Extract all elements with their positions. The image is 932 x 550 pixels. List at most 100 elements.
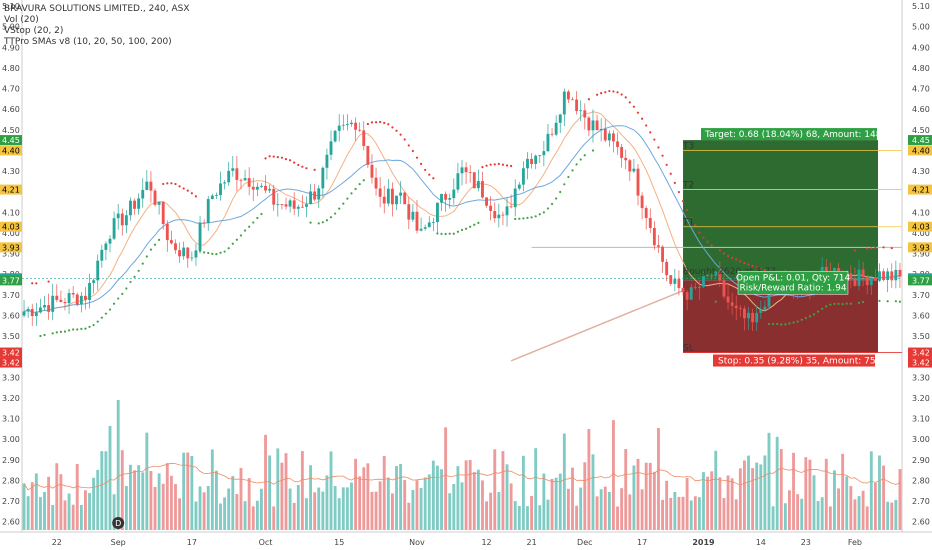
candle-body [149, 181, 153, 191]
volume-bar [284, 453, 288, 530]
candle-body [853, 278, 857, 286]
vstop-dot [125, 287, 128, 290]
candle [436, 202, 439, 233]
candle [493, 202, 497, 223]
level-label-t2: T2 [682, 181, 694, 191]
price-tag-right-text: 4.45 [912, 136, 930, 145]
candle [284, 197, 288, 210]
price-tick-left: 4.50 [2, 126, 20, 135]
volume-bar [141, 472, 145, 530]
candle-body [505, 206, 509, 216]
price-tag-left [0, 184, 22, 195]
candle [505, 197, 509, 227]
candle [210, 193, 214, 200]
price-tick-right: 4.60 [912, 105, 930, 114]
candle-body [472, 172, 476, 189]
candle [124, 210, 128, 233]
volume-bar [796, 494, 800, 530]
volume-bar [648, 462, 652, 530]
volume-bar [67, 493, 71, 530]
candle-body [386, 188, 390, 204]
vstop-dot [874, 246, 877, 250]
vstop-dot [849, 302, 852, 305]
volume-bar [100, 451, 104, 530]
candle-body [436, 202, 439, 223]
candle-body [857, 269, 861, 286]
candle-body [182, 247, 186, 257]
price-tick-left: 4.90 [2, 43, 20, 52]
candle-body [730, 302, 734, 306]
candle-body [288, 200, 292, 207]
candle [730, 292, 734, 315]
volume-bar [460, 482, 464, 530]
volume-bar [321, 491, 325, 530]
candle-body [689, 287, 693, 300]
price-tag-right-text: 4.40 [912, 146, 930, 155]
candle [67, 288, 71, 314]
volume-bar [624, 449, 628, 530]
price-tick-left: 5.10 [2, 2, 20, 11]
volume-bar [178, 498, 182, 530]
candle [178, 242, 182, 263]
vstop-dot [755, 266, 758, 269]
candle [747, 307, 750, 331]
candle-body [22, 311, 26, 316]
vstop-dot [67, 329, 71, 332]
price-tick-right: 4.80 [912, 64, 930, 73]
candle [288, 198, 292, 213]
candle [395, 195, 398, 210]
volume-bar [644, 462, 648, 530]
candle-body [599, 128, 603, 131]
vstop-dot [391, 126, 394, 129]
candle [345, 114, 349, 131]
candle-body [411, 211, 415, 220]
candle [407, 197, 411, 230]
volume-bar [251, 506, 255, 530]
candle [231, 156, 235, 177]
vstop-dot [522, 217, 525, 220]
volume-bar [607, 491, 611, 530]
candle [620, 144, 624, 168]
vstop-dot [207, 251, 210, 255]
price-tag-right [908, 347, 932, 358]
candle [153, 188, 157, 207]
volume-bar [174, 484, 177, 530]
candle [260, 183, 263, 189]
vstop-dot [698, 231, 701, 234]
candle [898, 262, 902, 288]
volume-bar [481, 480, 484, 530]
volume-bar [149, 470, 153, 530]
volume-bar [718, 477, 722, 530]
candle-body [583, 110, 587, 118]
candle [669, 275, 673, 286]
volume-bar [390, 493, 394, 530]
volume-bar [583, 462, 587, 530]
vstop-dot [305, 167, 308, 170]
candle-body [345, 123, 349, 125]
vstop-dot [718, 249, 721, 252]
vstop-dot [293, 161, 296, 164]
volume-bar [370, 491, 374, 530]
candle-body [878, 271, 881, 281]
price-tick-left: 3.60 [2, 311, 20, 320]
candle [198, 215, 202, 254]
candle-body [849, 273, 853, 279]
candle [648, 208, 652, 233]
vstop-dot [669, 172, 672, 175]
candle [214, 192, 218, 199]
vstop-dot [796, 320, 799, 323]
volume-bar [231, 476, 235, 530]
candle-body [738, 308, 742, 309]
volume-bar [603, 486, 607, 530]
candle-body [161, 201, 165, 224]
candle [853, 267, 857, 287]
candle [890, 263, 894, 288]
vstop-dot [334, 212, 337, 215]
candle-body [157, 201, 161, 205]
candle [79, 292, 83, 313]
vstop-dot [215, 253, 218, 256]
price-tag-right-text: 4.03 [912, 223, 930, 232]
volume-bar [722, 498, 726, 530]
